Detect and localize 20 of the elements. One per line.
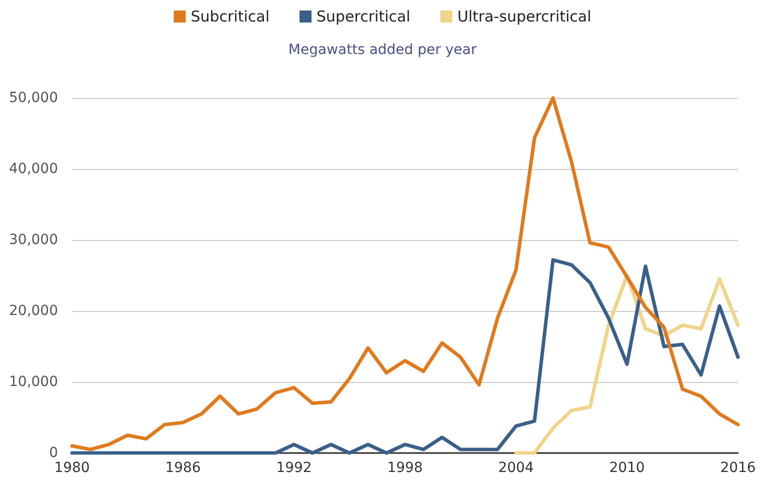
chart-title: Megawatts added per year (288, 42, 477, 58)
x-tick-label: 2016 (720, 460, 756, 476)
line-series (514, 274, 740, 455)
x-tick-label: 1992 (276, 460, 312, 476)
x-tick-label: 1980 (54, 460, 90, 476)
x-tick-label: 1986 (165, 460, 201, 476)
y-tick-label: 0 (49, 445, 58, 461)
x-tick-label: 2004 (498, 460, 534, 476)
y-tick-label: 50,000 (9, 90, 58, 106)
y-tick-label: 20,000 (9, 303, 58, 319)
line-series (70, 258, 740, 455)
x-tick-label: 2010 (609, 460, 645, 476)
y-tick-label: 30,000 (9, 232, 58, 248)
line-series (70, 96, 740, 452)
legend-label: Subcritical (190, 8, 270, 26)
legend-label: Supercritical (316, 8, 410, 26)
y-tick-label: 40,000 (9, 161, 58, 177)
y-tick-label: 10,000 (9, 374, 58, 390)
legend-label: Ultra-supercritical (457, 8, 592, 26)
x-tick-label: 1998 (387, 460, 423, 476)
